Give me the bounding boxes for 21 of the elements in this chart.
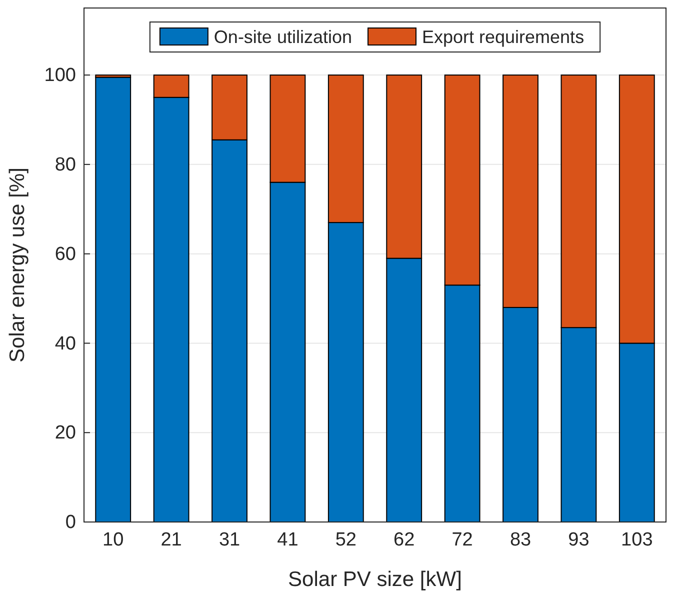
x-tick-label: 83 [510,529,532,550]
x-tick-label: 72 [452,529,473,550]
y-tick-label: 100 [44,65,76,86]
y-tick-label: 20 [54,422,76,444]
x-tick-label: 93 [568,529,590,550]
y-tick-label: 80 [54,154,76,176]
legend-label: Export requirements [422,27,584,47]
x-tick-label: 52 [335,529,356,550]
x-tick-label: 21 [160,529,182,550]
x-axis-title: Solar PV size [kW] [288,568,462,591]
x-tick-label: 31 [218,529,240,550]
x-tick-label: 62 [394,529,415,550]
y-tick-label: 0 [65,512,76,534]
x-tick-label: 41 [277,529,298,550]
y-tick-label: 40 [54,333,76,354]
bar [95,76,132,522]
x-tick-label: 103 [621,529,653,550]
y-tick-label: 60 [54,244,76,265]
x-tick-label: 10 [102,529,124,550]
legend-label: On-site utilization [214,27,352,47]
y-axis-title: Solar energy use [%] [6,168,29,362]
